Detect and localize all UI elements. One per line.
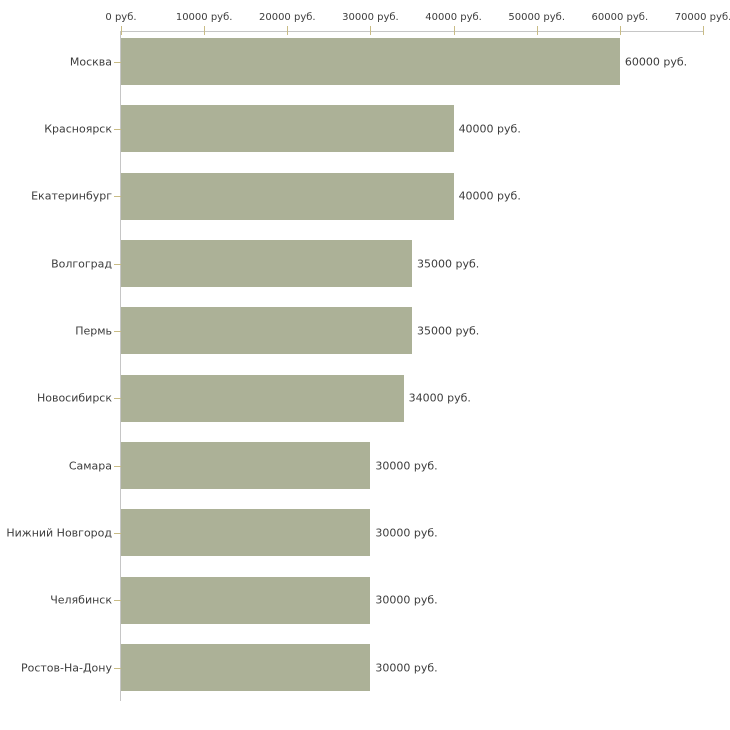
category-label: Новосибирск: [36, 391, 112, 405]
category-tick: [114, 196, 121, 198]
category-label: Ростов-На-Дону: [20, 661, 112, 675]
value-label: 40000 руб.: [458, 122, 521, 136]
x-axis-label: 10000 руб.: [175, 12, 233, 23]
x-axis-tick: [287, 26, 289, 35]
bar-7: [121, 442, 371, 490]
value-label: 34000 руб.: [408, 391, 471, 405]
category-tick: [114, 667, 121, 669]
category-label: Нижний Новгород: [6, 526, 112, 540]
category-tick: [114, 330, 121, 332]
category-label: Челябинск: [50, 593, 112, 607]
x-axis-label: 30000 руб.: [342, 12, 399, 23]
category-tick: [114, 600, 121, 602]
bar-10: [121, 644, 371, 692]
x-axis-tick: [619, 26, 621, 35]
category-label: Екатеринбург: [31, 189, 112, 203]
category-tick: [114, 263, 121, 265]
category-tick: [114, 128, 121, 130]
value-label: 30000 руб.: [375, 661, 438, 675]
x-axis-tick: [121, 26, 122, 35]
x-axis-tick: [370, 26, 372, 35]
bar-9: [121, 576, 371, 624]
category-label: Пермь: [75, 324, 112, 338]
category-tick: [114, 398, 121, 400]
category-tick: [114, 465, 121, 467]
x-axis-tick: [204, 26, 206, 35]
category-tick: [114, 61, 121, 63]
category-label: Волгоград: [51, 257, 112, 271]
bar-1: [121, 38, 620, 85]
x-axis-line: [120, 31, 704, 32]
bar-8: [121, 509, 371, 557]
x-axis-tick: [536, 26, 538, 35]
y-axis-line: [120, 31, 121, 701]
value-label: 60000 руб.: [624, 55, 688, 68]
bar-2: [121, 105, 454, 153]
value-label: 35000 руб.: [417, 257, 480, 271]
x-axis-tick: [453, 26, 455, 35]
bar-3: [121, 172, 454, 220]
x-axis-label: 40000 руб.: [425, 12, 482, 23]
x-axis-label: 50000 руб.: [508, 12, 566, 23]
value-label: 40000 руб.: [458, 189, 521, 203]
value-label: 35000 руб.: [417, 324, 480, 338]
x-axis-tick: [703, 26, 704, 35]
x-axis-label: 20000 руб.: [258, 12, 316, 23]
x-axis-label: 60000 руб.: [591, 12, 649, 23]
category-tick: [114, 532, 121, 534]
bar-5: [121, 307, 412, 355]
x-axis-label: 0 руб.: [105, 12, 137, 23]
value-label: 30000 руб.: [375, 593, 438, 607]
value-label: 30000 руб.: [375, 526, 438, 540]
bar-6: [121, 374, 404, 422]
category-label: Москва: [69, 55, 112, 68]
value-label: 30000 руб.: [375, 459, 438, 473]
category-label: Самара: [68, 459, 112, 473]
bar-4: [121, 240, 412, 288]
category-label: Красноярск: [44, 122, 112, 136]
x-axis-label: 70000 руб.: [674, 12, 730, 23]
